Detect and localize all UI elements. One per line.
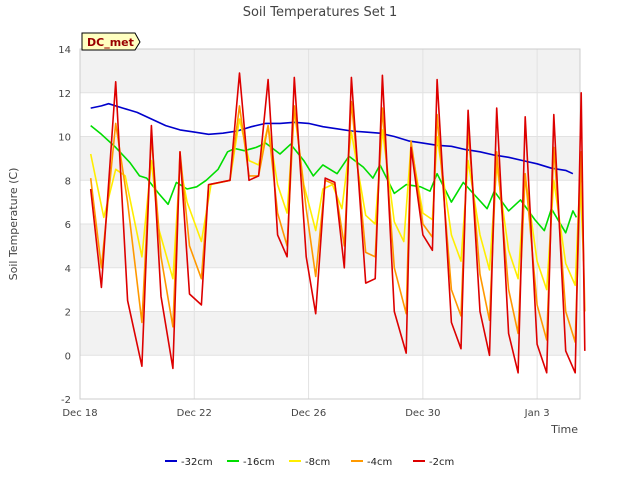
x-tick-label: Dec 26: [291, 408, 326, 419]
plot-frame: [79, 48, 581, 400]
annotation-shape: [81, 32, 141, 51]
annotation-box: DC_met: [81, 32, 141, 51]
y-axis-ticks: -2 0 2 4 6 8 10 12 14: [58, 45, 71, 406]
grid-band: [80, 311, 580, 356]
legend-label: -16cm: [243, 457, 275, 468]
y-tick-label: -2: [61, 395, 71, 406]
legend-label: -4cm: [367, 457, 392, 468]
x-tick-label: Jan 3: [524, 408, 550, 419]
series-layer: [89, 72, 586, 374]
legend-label: -8cm: [305, 457, 330, 468]
y-tick-label: 6: [65, 220, 71, 231]
grid-band: [80, 49, 580, 93]
legend-label: -2cm: [429, 457, 454, 468]
y-tick-label: 2: [65, 308, 71, 319]
x-axis-label: Time: [550, 423, 578, 436]
legend-label: -32cm: [181, 457, 213, 468]
y-tick-label: 14: [58, 45, 71, 56]
y-tick-label: 12: [58, 89, 71, 100]
legend: -32cm -16cm -8cm -4cm -2cm: [165, 457, 454, 468]
y-tick-label: 4: [65, 264, 71, 275]
y-tick-label: 8: [65, 176, 71, 187]
x-tick-label: Dec 30: [405, 408, 440, 419]
series-line-minus-2cm: [89, 72, 586, 374]
y-tick-label: 10: [58, 133, 71, 144]
y-tick-label: 0: [65, 351, 71, 362]
series-line-minus-4cm: [89, 100, 586, 343]
chart-title: Soil Temperatures Set 1: [243, 5, 398, 20]
x-tick-label: Dec 18: [62, 408, 97, 419]
annotation-label: DC_met: [87, 36, 134, 49]
x-tick-label: Dec 22: [177, 408, 212, 419]
x-axis-ticks: Dec 18 Dec 22 Dec 26 Dec 30 Jan 3: [62, 408, 549, 419]
y-axis-label: Soil Temperature (C): [7, 168, 20, 281]
